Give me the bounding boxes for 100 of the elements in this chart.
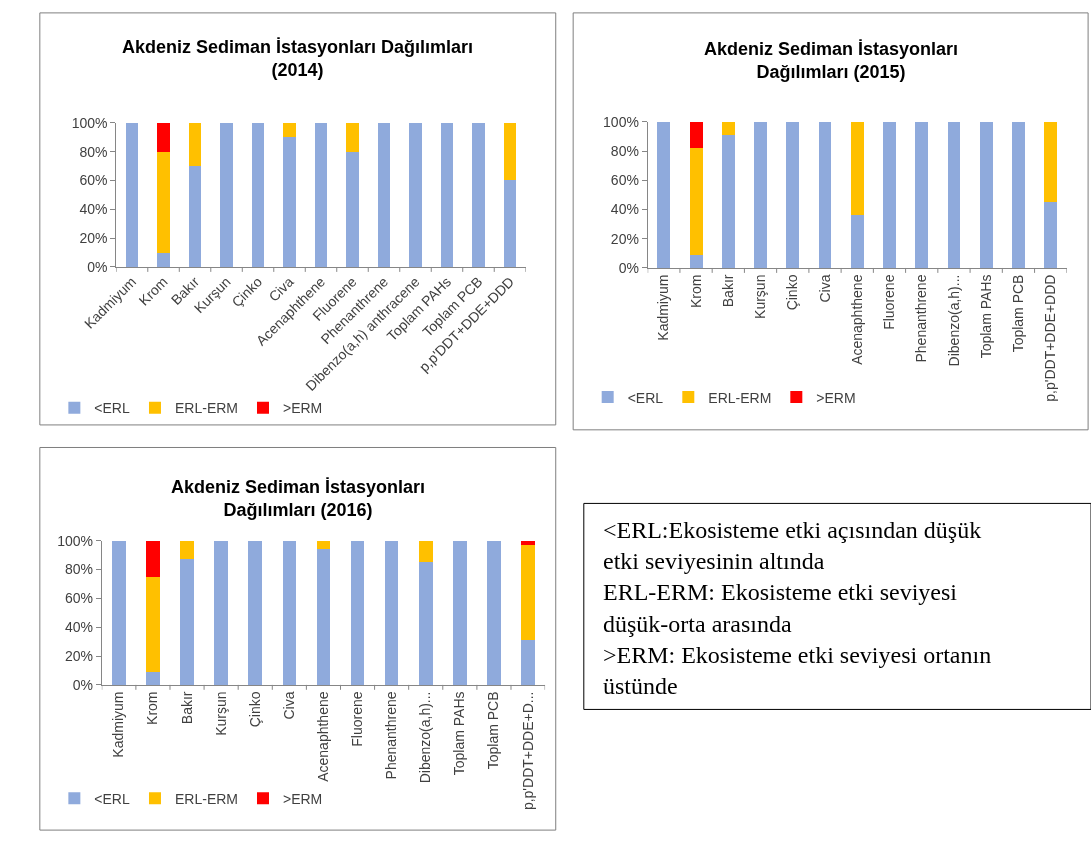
bar (377, 122, 391, 267)
x-tick-label: Çinko (784, 274, 801, 311)
x-tick-label: Dibenzo(a,h)... (417, 691, 434, 784)
y-tick-label: 60% (610, 172, 639, 189)
y-tick-label: 40% (610, 201, 639, 218)
x-tick-label: Krom (144, 691, 161, 725)
bar (1044, 121, 1058, 203)
x-tick-label: Fluorene (349, 691, 366, 747)
legend-label: ERL-ERM (708, 389, 772, 406)
x-tick-label: Bakır (178, 691, 195, 725)
x-tick-label: Kurşun (212, 691, 229, 736)
bar (754, 121, 767, 268)
x-tick-label: Acenaphthene (314, 691, 331, 782)
bar (503, 122, 517, 181)
bar (248, 540, 263, 685)
bar (112, 540, 126, 685)
bar (314, 122, 328, 267)
bar (440, 122, 454, 267)
bar (883, 121, 896, 268)
x-tick-label: Acenaphthene (848, 274, 865, 365)
x-tick-label: p,p'DDT+DDE+D... (519, 691, 536, 811)
bar (125, 122, 139, 267)
bar (1011, 121, 1025, 268)
bar (316, 549, 331, 685)
x-tick-label: Civa (816, 274, 833, 303)
x-tick-label: Civa (280, 691, 297, 720)
y-tick-label: 100% (71, 114, 108, 131)
bar (657, 121, 671, 268)
x-tick-label: Krom (687, 274, 704, 309)
bar (157, 122, 170, 152)
y-tick-label: 80% (64, 561, 93, 578)
y-tick-label: 80% (79, 143, 108, 160)
y-tick-label: 80% (610, 142, 639, 159)
text: ERL-ERM: Ekosisteme etki seviyesi düşük-orta arasında (603, 579, 958, 637)
bar (384, 540, 399, 685)
legend-label: >ERM (816, 389, 856, 406)
legend-label: <ERL (94, 400, 130, 417)
bar (418, 540, 433, 563)
bar (282, 540, 297, 685)
legend-label: >ERM (283, 400, 323, 417)
y-tick-label: 60% (64, 590, 93, 607)
x-tick-label: p,p'DDT+DDE+DDD (1042, 274, 1059, 402)
y-tick-label: 0% (618, 259, 639, 276)
bar (689, 148, 703, 255)
x-tick-label: Kadmiyum (655, 274, 672, 341)
bar (850, 121, 864, 216)
bar (915, 121, 929, 268)
bar (350, 540, 365, 685)
bar (146, 576, 160, 672)
text: <ERL:Ekosisteme etki açısından düşük etki seviyesinin altında (603, 517, 982, 575)
bar (721, 121, 735, 135)
y-tick-label: 20% (610, 230, 639, 247)
x-tick-label: Toplam PAHs (451, 691, 468, 776)
bar (689, 254, 703, 268)
bar (689, 121, 703, 149)
x-tick-label: Toplam PCB (1009, 274, 1026, 353)
y-tick-label: 60% (79, 172, 108, 189)
x-tick-label: Kurşun (752, 274, 769, 319)
bar (346, 122, 359, 152)
bar (979, 121, 993, 268)
y-tick-label: 100% (603, 113, 639, 130)
bar (157, 151, 170, 253)
x-tick-label: Çinko (246, 691, 263, 728)
x-tick-label: Dibenzo(a,h)... (945, 274, 962, 367)
bar (503, 180, 517, 267)
bar (180, 540, 194, 560)
legend-label: <ERL (627, 389, 664, 406)
x-tick-label: Toplam PAHs (977, 274, 994, 359)
y-tick-label: 20% (64, 647, 93, 664)
bar (487, 540, 501, 685)
legend-label: ERL-ERM (174, 790, 238, 807)
y-tick-label: 20% (79, 230, 108, 247)
bar (180, 559, 194, 685)
bar (1044, 202, 1058, 268)
bar (146, 671, 160, 685)
bar (251, 122, 265, 267)
bar (346, 151, 359, 267)
bar (283, 137, 296, 267)
bar (947, 121, 961, 268)
x-tick-label: Toplam PCB (485, 691, 502, 770)
bar (418, 562, 433, 685)
legend-label: <ERL (94, 790, 130, 807)
bar (472, 122, 485, 267)
bar (850, 215, 864, 268)
bar (188, 122, 202, 167)
bar (521, 545, 535, 641)
x-tick-label: Fluorene (881, 274, 898, 330)
bar (157, 252, 170, 267)
bar (521, 540, 535, 546)
bar (721, 134, 735, 268)
x-tick-label: Phenanthrene (913, 274, 930, 363)
chart-title: Akdeniz Sediman İstasyonları Dağılımları (2014) (122, 37, 474, 81)
bar (786, 121, 800, 268)
bar (521, 640, 535, 685)
bar (220, 122, 233, 267)
y-tick-label: 0% (72, 676, 93, 693)
y-tick-label: 40% (79, 201, 108, 218)
x-tick-label: Phenanthrene (383, 691, 400, 780)
chart-title: Akdeniz Sediman İstasyonları Dağılımları (2015) (704, 39, 959, 83)
bar (188, 166, 202, 267)
